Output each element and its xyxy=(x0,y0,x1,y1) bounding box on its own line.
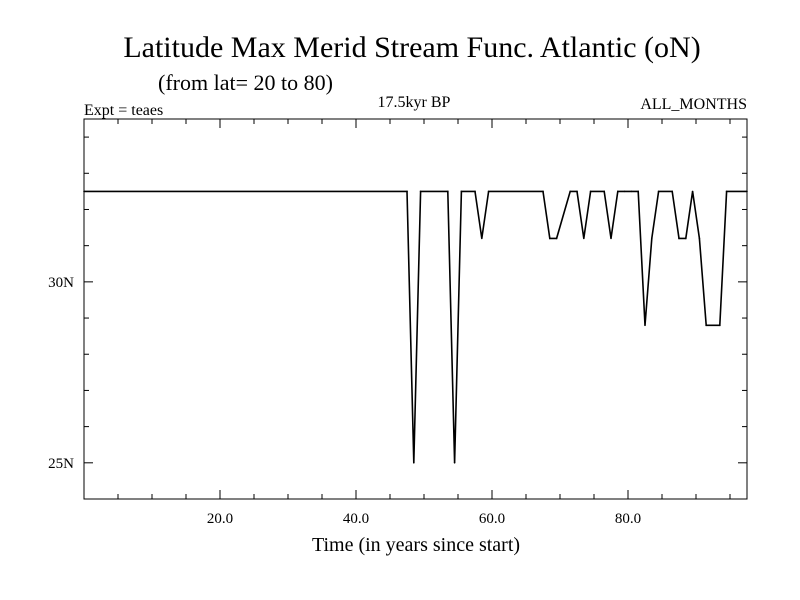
x-axis-label: Time (in years since start) xyxy=(312,534,520,556)
data-point xyxy=(630,190,633,193)
data-point xyxy=(555,237,558,240)
data-point xyxy=(481,237,483,240)
data-point xyxy=(583,237,585,240)
data-point xyxy=(698,237,701,240)
data-point xyxy=(542,190,544,193)
y-tick-label: 30N xyxy=(48,275,74,291)
months-label: ALL_MONTHS xyxy=(640,96,747,113)
x-axis-tick-labels: 20.0 40.0 60.0 80.0 xyxy=(207,511,641,527)
x-tick-label: 40.0 xyxy=(343,511,369,527)
y-tick-label: 25N xyxy=(48,456,74,472)
data-point xyxy=(678,237,680,240)
data-point xyxy=(685,237,687,240)
data-point xyxy=(569,190,571,193)
y-axis-tick-labels: 25N 30N xyxy=(48,275,74,472)
data-point xyxy=(644,324,646,327)
x-tick-label: 60.0 xyxy=(479,511,505,527)
data-point xyxy=(657,190,660,193)
data-point xyxy=(576,190,578,193)
data-point xyxy=(746,190,748,193)
data-point xyxy=(719,324,721,327)
x-tick-label: 20.0 xyxy=(207,511,233,527)
data-point xyxy=(447,190,449,193)
x-axis-ticks xyxy=(117,119,731,499)
data-point xyxy=(453,462,456,464)
data-point xyxy=(725,190,728,193)
y-axis-ticks xyxy=(84,136,747,464)
chart-subtitle: (from lat= 20 to 80) xyxy=(158,70,333,95)
chart-title: Latitude Max Merid Stream Func. Atlantic… xyxy=(123,31,700,64)
period-label: 17.5kyr BP xyxy=(378,94,451,111)
data-point xyxy=(637,190,639,193)
data-point xyxy=(651,237,653,240)
series-layer xyxy=(83,190,748,464)
data-point xyxy=(419,190,422,193)
data-point xyxy=(474,190,476,193)
data-point xyxy=(589,190,592,193)
data-point xyxy=(623,190,626,193)
x-tick-label: 80.0 xyxy=(615,511,641,527)
data-point xyxy=(691,190,694,193)
data-point xyxy=(705,324,707,327)
data-point xyxy=(671,190,673,193)
data-point xyxy=(610,237,612,240)
data-point xyxy=(549,237,551,240)
data-point xyxy=(603,190,605,193)
experiment-label: Expt = teaes xyxy=(84,102,163,119)
data-point xyxy=(460,190,463,193)
data-point xyxy=(406,190,408,193)
data-point xyxy=(413,462,415,464)
data-point xyxy=(617,190,619,193)
series-line xyxy=(84,190,747,463)
data-point xyxy=(83,190,85,193)
plot-frame xyxy=(83,118,748,500)
data-point xyxy=(487,190,490,193)
